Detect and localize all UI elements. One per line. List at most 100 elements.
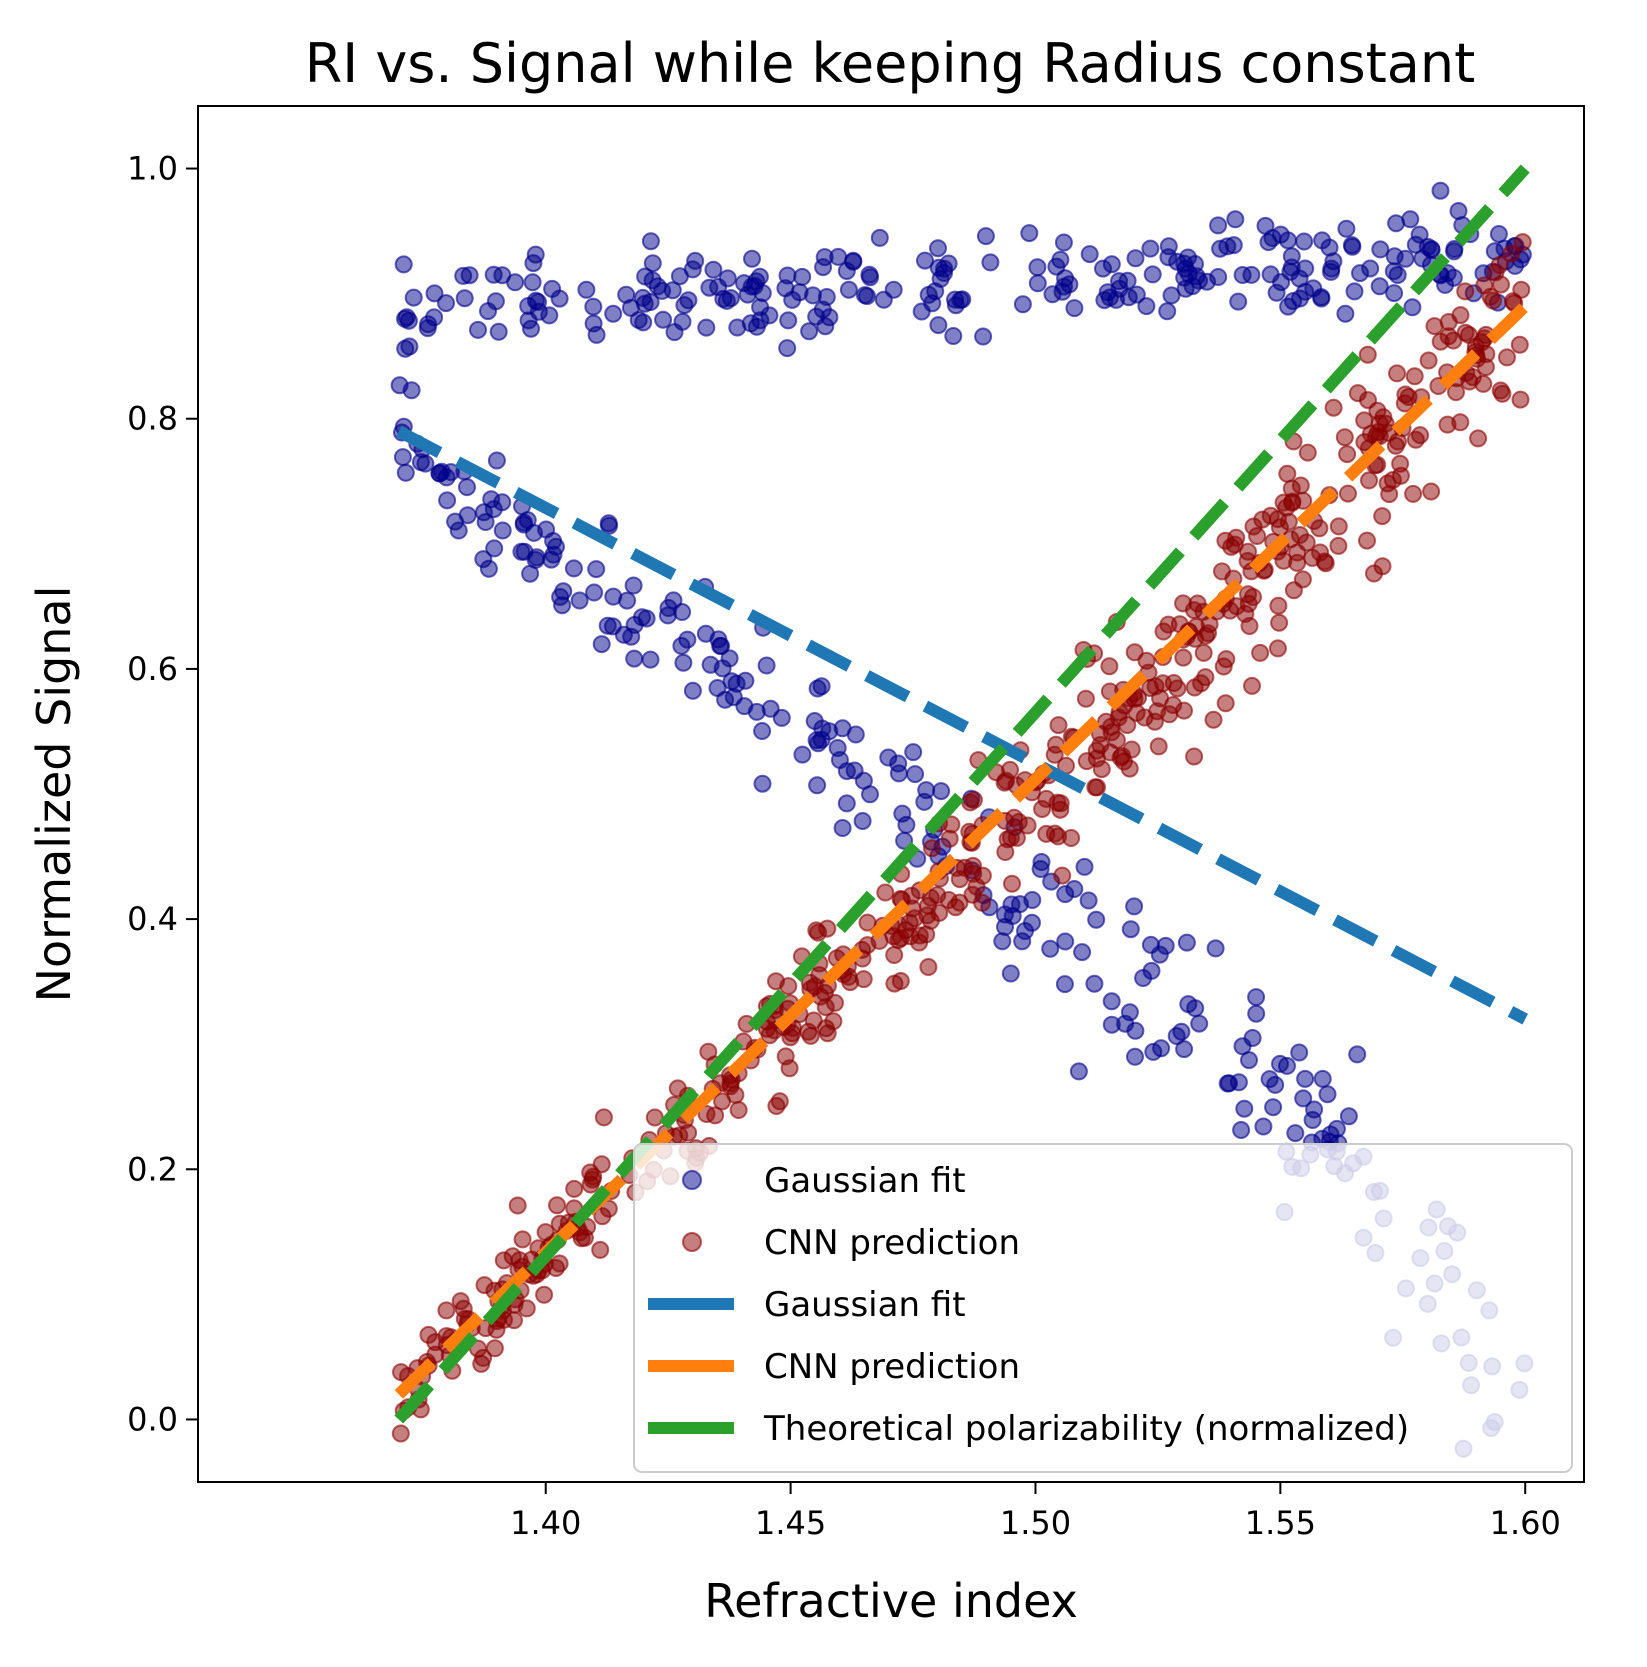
- gaussian-fit-point: [1336, 304, 1355, 323]
- cnn-prediction-point: [1486, 263, 1505, 282]
- gaussian-fit-point: [1209, 216, 1228, 235]
- cnn-prediction-point: [1240, 617, 1259, 635]
- cnn-prediction-point: [964, 856, 982, 875]
- gaussian-fit-point: [476, 513, 495, 531]
- cnn-prediction-point: [1137, 651, 1156, 670]
- gaussian-fit-point: [1444, 268, 1463, 287]
- gaussian-fit-point: [1080, 245, 1099, 264]
- cnn-prediction-point: [1284, 581, 1303, 600]
- gaussian-fit-point: [592, 635, 611, 654]
- gaussian-fit-point: [654, 310, 673, 329]
- cnn-prediction-point: [818, 1024, 837, 1043]
- cnn-prediction-point: [783, 1024, 802, 1043]
- gaussian-fit-point: [544, 532, 563, 550]
- gaussian-fit-point: [1229, 1073, 1248, 1092]
- gaussian-fit-point: [1264, 1098, 1283, 1117]
- gaussian-fit-point: [753, 774, 772, 793]
- gaussian-fit-point: [1281, 262, 1300, 281]
- gaussian-fit-point: [1313, 1069, 1332, 1088]
- gaussian-fit-point: [686, 251, 705, 270]
- gaussian-fit-point: [1261, 265, 1280, 284]
- cnn-prediction-point: [1278, 464, 1297, 483]
- cnn-prediction-point: [1018, 816, 1037, 835]
- gaussian-fit-point: [587, 325, 606, 344]
- cnn-prediction-point: [1456, 282, 1475, 301]
- gaussian-fit-point: [854, 771, 873, 790]
- cnn-prediction-point: [1033, 800, 1052, 818]
- gaussian-fit-point: [523, 273, 542, 292]
- cnn-prediction-point: [1474, 374, 1493, 393]
- gaussian-fit-point: [1150, 945, 1169, 964]
- gaussian-fit-point: [1177, 933, 1196, 952]
- y-tick-label: 0.4: [127, 900, 178, 938]
- cnn-prediction-point: [996, 843, 1015, 861]
- cnn-prediction-point: [776, 1047, 795, 1066]
- cnn-prediction-point: [1270, 613, 1289, 632]
- cnn-prediction-point: [839, 967, 858, 986]
- gaussian-fit-point: [479, 559, 498, 578]
- gaussian-fit-point: [1056, 932, 1075, 951]
- gaussian-fit-point: [889, 764, 908, 783]
- gaussian-fit-point: [1226, 210, 1245, 229]
- gaussian-fit-point: [487, 451, 506, 470]
- gaussian-fit-point: [1351, 264, 1369, 283]
- gaussian-fit-point: [493, 521, 512, 540]
- gaussian-fit-point: [1028, 258, 1047, 277]
- x-axis-label: Refractive index: [704, 1574, 1078, 1628]
- plot-frame: [197, 105, 1585, 1483]
- cnn-prediction-point: [1288, 553, 1307, 572]
- plot-area: [390, 164, 1534, 1458]
- gaussian-fit-point: [1259, 233, 1278, 252]
- cnn-prediction-point: [1192, 674, 1211, 693]
- cnn-prediction-point: [1261, 506, 1280, 525]
- gaussian-fit-point: [584, 297, 603, 316]
- gaussian-fit-point: [995, 905, 1014, 924]
- gaussian-fit-point: [893, 804, 912, 823]
- y-axis-ticks: 0.0 0.2 0.4 0.6 0.8 1.0: [127, 150, 198, 1438]
- cnn-prediction-point: [594, 1108, 613, 1127]
- cnn-prediction-point: [670, 1126, 689, 1145]
- gaussian-fit-point: [1445, 242, 1464, 261]
- cnn-prediction-point: [1355, 411, 1374, 430]
- gaussian-fit-point: [1431, 181, 1450, 200]
- gaussian-fit-point: [1295, 232, 1314, 251]
- cnn-prediction-point: [1225, 535, 1244, 554]
- cnn-prediction-point: [1003, 874, 1021, 893]
- y-tick-label: 0.8: [127, 400, 178, 438]
- gaussian-fit-point: [1001, 964, 1020, 983]
- gaussian-fit-point: [455, 289, 474, 308]
- cnn-prediction-point: [1358, 345, 1377, 364]
- gaussian-fit-point: [1345, 282, 1364, 301]
- gaussian-fit-point: [1060, 275, 1079, 294]
- cnn-prediction-point: [1365, 564, 1383, 583]
- gaussian-fit-point: [1013, 295, 1032, 314]
- gaussian-fit-point: [1286, 1124, 1305, 1143]
- line-layer: [394, 164, 1530, 1424]
- gaussian-fit-point: [932, 782, 951, 801]
- cnn-prediction-point: [1101, 743, 1120, 762]
- gaussian-fit-point: [658, 606, 677, 625]
- gaussian-fit-point: [808, 776, 827, 795]
- scatter-layer: [390, 181, 1534, 1458]
- gaussian-fit-point: [837, 262, 856, 280]
- gaussian-fit-point: [974, 327, 993, 346]
- gaussian-fit-point: [469, 320, 487, 339]
- cnn-prediction-point: [1037, 824, 1056, 843]
- gaussian-fit-point: [981, 253, 1000, 272]
- gaussian-fit-point: [708, 679, 727, 697]
- gaussian-fit-point: [1318, 1085, 1337, 1104]
- gaussian-fit-point: [807, 731, 826, 750]
- cnn-prediction-point: [919, 958, 938, 976]
- gaussian-fit-point: [604, 587, 623, 606]
- cnn-prediction-point: [995, 773, 1014, 792]
- gaussian-fit-point: [776, 279, 795, 298]
- cnn-prediction-point: [1456, 323, 1475, 342]
- cnn-prediction-point: [1329, 536, 1348, 555]
- gaussian-fit-point: [735, 697, 754, 716]
- gaussian-fit-point: [805, 712, 824, 730]
- gaussian-fit-point: [861, 268, 880, 287]
- x-tick-label: 1.60: [1490, 1504, 1561, 1542]
- gaussian-fit-point: [976, 227, 995, 246]
- x-tick-label: 1.55: [1245, 1504, 1316, 1542]
